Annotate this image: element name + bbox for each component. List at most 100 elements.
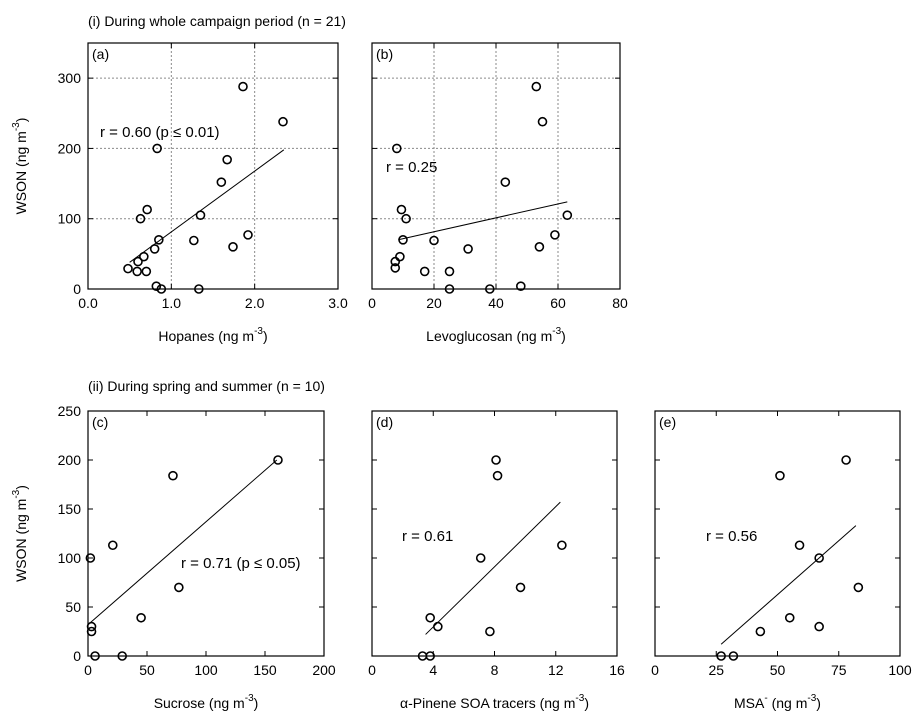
panel-label: (a) [92,46,109,62]
plot-frame [654,410,901,657]
data-point [755,626,766,637]
x-tick-label: 2.0 [245,295,265,311]
panel-label: (b) [376,46,393,62]
data-point [216,177,227,187]
x-tick-label: 0 [368,662,376,678]
data-point [132,266,142,277]
data-point [390,263,401,273]
correlation-annotation: r = 0.56 [706,528,757,545]
panel-label: (d) [376,414,393,430]
data-point [515,582,526,593]
data-point [531,81,542,92]
panel-label: (c) [92,414,108,430]
x-axis-label: Levoglucosan (ng m-3) [426,326,566,344]
data-point [716,651,726,661]
data-point [149,244,160,254]
data-point [444,266,455,277]
data-point [243,230,253,240]
x-tick-label: 60 [550,295,566,311]
data-point [491,455,501,465]
data-point [395,251,405,262]
x-tick-label: 80 [612,295,628,311]
data-point [401,213,411,224]
regression-line [398,201,568,241]
data-point [133,256,143,267]
data-point [117,651,128,661]
y-tick-label: 250 [58,403,82,419]
data-point [537,116,548,127]
regression-line [129,149,285,263]
panel-label: (e) [659,414,676,430]
panel-b: 0 20 40 60 80 (b) Levoglucosan (ng m-3) r = 0.2… [368,42,628,344]
data-point [429,235,439,246]
regression-line [425,501,561,635]
data-point [85,553,96,563]
data-point [123,263,133,274]
data-point [419,266,430,277]
x-tick-label: 0 [84,662,92,678]
data-point [156,284,167,294]
y-tick-label: 200 [58,140,82,156]
data-point [492,470,503,481]
data-point [398,235,408,245]
regression-line [90,459,278,624]
x-tick-label: 12 [548,662,564,678]
panel-c: 0 50 100 150 200 0 50 100 150 200 250 (c) Sucrose (n… [11,403,336,711]
data-point [728,651,739,661]
x-tick-label: 4 [429,662,437,678]
correlation-annotation: r = 0.71 (p ≤ 0.05) [181,555,301,572]
data-point [86,626,97,637]
data-point [444,284,455,294]
data-point [222,154,232,165]
x-tick-label: 0 [651,662,659,678]
data-point [485,626,495,637]
data-point [550,230,560,240]
x-tick-label: 0.0 [78,295,98,311]
data-point [396,204,407,215]
data-point [278,116,288,127]
x-tick-label: 0 [368,295,376,311]
y-tick-label: 150 [58,501,82,517]
data-point [841,455,851,465]
y-tick-label: 50 [65,599,81,615]
data-point [189,235,199,246]
data-point [139,251,149,262]
x-axis-label: Sucrose (ng m-3) [154,693,259,711]
data-point [784,612,795,623]
data-point [107,540,118,551]
data-point [154,235,164,245]
x-tick-label: 100 [194,662,218,678]
data-point [273,455,283,465]
regression-line [720,525,857,645]
x-tick-label: 3.0 [328,295,348,311]
y-axis-label: WSON (ng m-3) [11,485,29,582]
data-point [228,242,238,252]
x-axis-label: MSA- (ng m-3) [734,693,821,711]
data-point [141,266,152,277]
data-point [391,143,402,154]
x-axis-label: α-Pinene SOA tracers (ng m-3) [400,693,589,711]
data-point [136,612,146,623]
x-tick-label: 40 [488,295,504,311]
data-point [195,210,206,220]
y-tick-label: 0 [73,648,81,664]
plot-frame [87,410,325,657]
data-point [515,281,526,291]
correlation-annotation: r = 0.60 (p ≤ 0.01) [100,124,220,141]
x-tick-label: 20 [426,295,442,311]
x-tick-label: 16 [609,662,625,678]
x-tick-label: 50 [139,662,155,678]
panel-a: 0.0 1.0 2.0 3.0 0 100 200 300 (a) Hopanes (ng m-3… [11,42,348,344]
y-tick-label: 200 [58,452,82,468]
data-point [194,284,204,294]
data-point [425,612,435,623]
section-title-i: (i) During whole campaign period (n = 21… [88,13,346,29]
correlation-annotation: r = 0.61 [402,528,453,545]
section-title-ii: (ii) During spring and summer (n = 10) [88,378,325,394]
panel-e: 0 25 50 75 100 (e) MSA- (ng m-3) r = 0.56 [651,410,912,711]
data-point [86,621,97,632]
data-point [152,143,162,154]
data-point [142,204,152,215]
data-point [475,553,486,563]
